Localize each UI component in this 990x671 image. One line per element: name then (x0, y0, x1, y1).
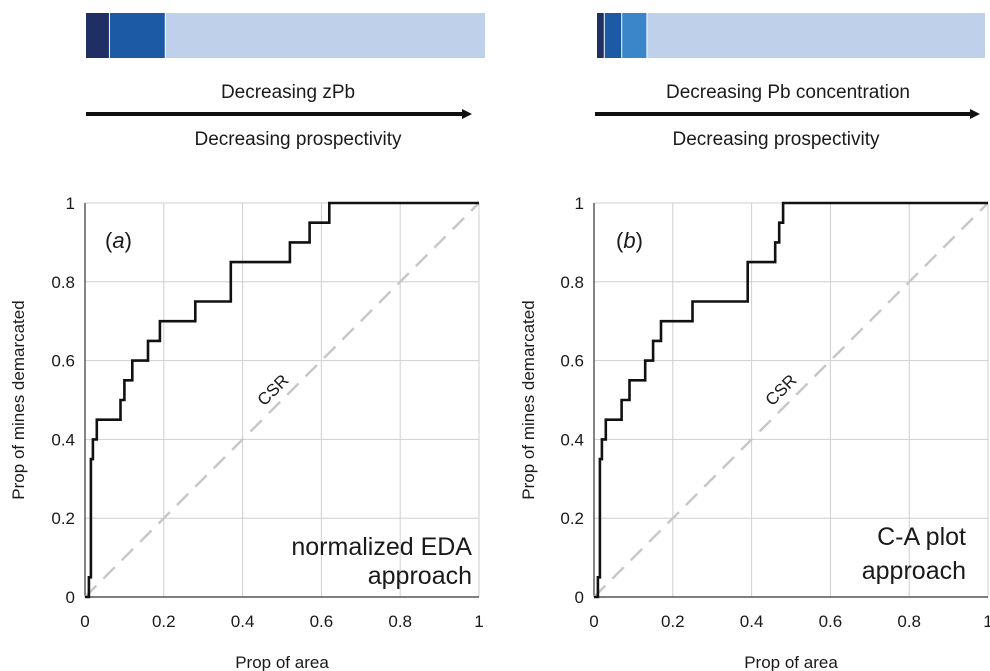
method-annotation-line: approach (368, 562, 472, 590)
panel-label-open: ( (616, 228, 624, 253)
y-tick-label: 0.6 (560, 352, 584, 371)
y-axis-title: Prop of mines demarcated (519, 300, 538, 499)
panel-label-letter: b (623, 228, 635, 253)
y-tick-label: 0.2 (560, 509, 584, 528)
legend-bar-segment (604, 13, 623, 58)
method-annotation-line: C-A plot (877, 523, 966, 551)
y-tick-label: 0.2 (51, 509, 75, 528)
panel-label-letter: a (112, 228, 124, 253)
x-tick-label: 0.2 (661, 612, 685, 631)
y-tick-label: 0.6 (51, 352, 75, 371)
x-tick-label: 0 (80, 612, 89, 631)
method-annotation-line: normalized EDA (291, 533, 472, 561)
csr-label: CSR (762, 371, 801, 410)
legend-bar-a (86, 13, 486, 58)
y-axis-title: Prop of mines demarcated (9, 300, 28, 499)
panel-label-open: ( (105, 228, 113, 253)
legend-bar-segment (647, 13, 985, 58)
x-tick-label: 0.4 (740, 612, 764, 631)
x-tick-label: 0 (589, 612, 598, 631)
legend-bar-segment (597, 13, 605, 58)
arrow-bottom-text-b: Decreasing prospectivity (673, 129, 880, 150)
y-tick-label: 0 (575, 588, 584, 607)
y-tick-label: 0.4 (51, 430, 75, 449)
x-axis-title: Prop of area (744, 653, 838, 671)
roc-step-line (594, 201, 988, 599)
legend-bar-b (597, 13, 985, 58)
plot-area-a: 0 0.2 0.4 0.6 0.8 1 0 0.2 0.4 0.6 0.8 1 Prop of area… (9, 194, 484, 671)
x-tick-label: 0.8 (897, 612, 921, 631)
panel-b: Decreasing Pb concentration Decreasing p… (519, 13, 990, 671)
panel-label-close: ) (636, 228, 643, 253)
legend-bar-segment (86, 13, 110, 58)
y-tick-label: 0.4 (560, 430, 584, 449)
panel-a: Decreasing zPb Decreasing prospectivity … (9, 13, 486, 671)
x-tick-label: 1 (474, 612, 483, 631)
x-axis-title: Prop of area (235, 653, 329, 671)
legend-bar-segment (109, 13, 166, 58)
x-tick-label: 0.2 (152, 612, 176, 631)
legend-bar-segment (165, 13, 486, 58)
arrow-top-text-a: Decreasing zPb (221, 82, 355, 103)
panel-label: (a) (105, 228, 132, 253)
panel-label-close: ) (125, 228, 132, 253)
arrow-top-text-b: Decreasing Pb concentration (666, 82, 910, 103)
x-tick-label: 0.6 (310, 612, 334, 631)
csr-label: CSR (254, 371, 293, 410)
y-tick-label: 0.8 (51, 273, 75, 292)
legend-bar-segment (622, 13, 648, 58)
csr-diagonal-line (593, 202, 989, 598)
x-tick-label: 0.4 (231, 612, 255, 631)
y-tick-label: 1 (66, 194, 75, 213)
x-tick-label: 0.6 (819, 612, 843, 631)
panel-label: (b) (616, 228, 643, 253)
y-tick-label: 0 (66, 588, 75, 607)
method-annotation-line: approach (862, 557, 966, 585)
roc-step-line (85, 201, 479, 599)
arrow-bottom-text-a: Decreasing prospectivity (195, 129, 402, 150)
y-tick-label: 1 (575, 194, 584, 213)
plot-area-b: 0 0.2 0.4 0.6 0.8 1 0 0.2 0.4 0.6 0.8 1 Prop of area… (519, 194, 990, 671)
x-tick-label: 1 (983, 612, 990, 631)
y-tick-label: 0.8 (560, 273, 584, 292)
csr-diagonal-line (84, 202, 480, 598)
x-tick-label: 0.8 (388, 612, 412, 631)
